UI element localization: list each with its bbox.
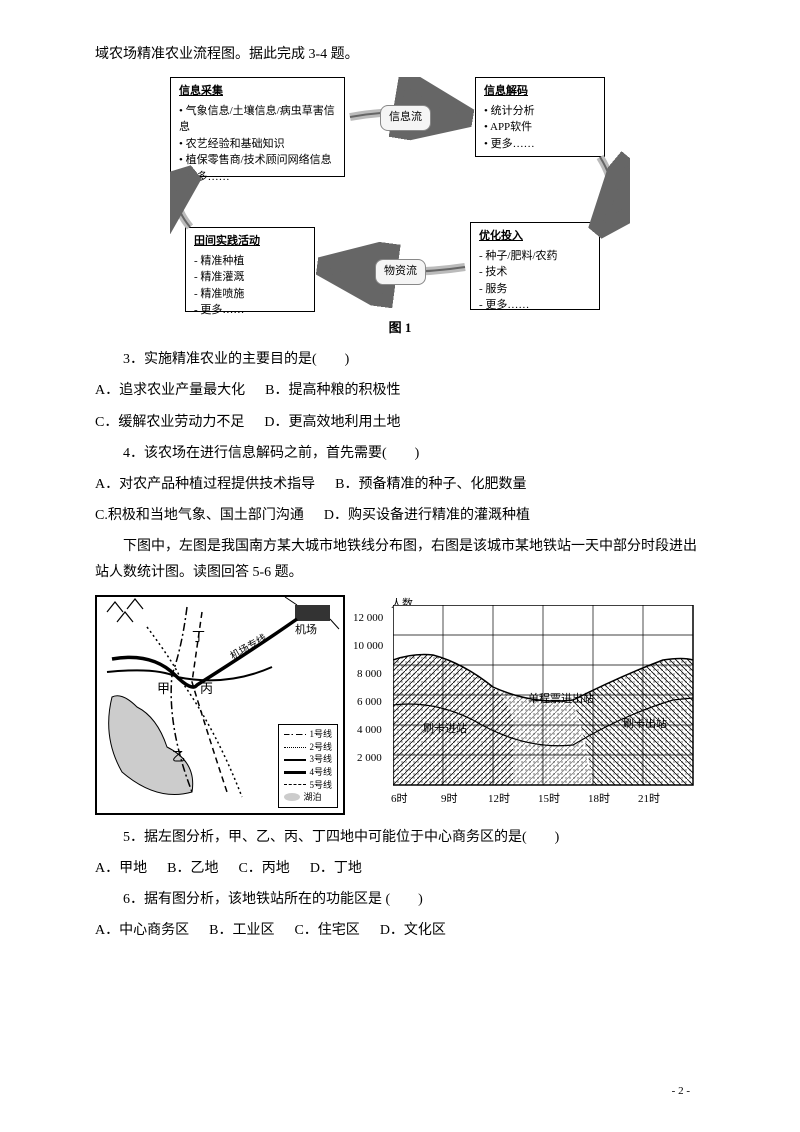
map-label-jia: 甲 bbox=[157, 677, 170, 700]
series-label: 单程票进出站 bbox=[528, 690, 594, 710]
chart-figure: 人数 12 000 10 000 8 000 6 000 4 000 2 000 bbox=[353, 595, 703, 815]
series-label: 刷卡进站 bbox=[423, 720, 467, 740]
q3-opts-1: A．追求农业产量最大化B．提高种粮的积极性 bbox=[95, 378, 705, 403]
arrow-label-material: 物资流 bbox=[375, 259, 426, 285]
map-label-ding: 丁 bbox=[192, 625, 205, 648]
q3-opts-2: C．缓解农业劳动力不足D．更高效地利用土地 bbox=[95, 410, 705, 435]
q4-opts-2: C.积极和当地气象、国土部门沟通D．购买设备进行精准的灌溉种植 bbox=[95, 503, 705, 528]
intro2-text: 下图中，左图是我国南方某大城市地铁线分布图，右图是该城市某地铁站一天中部分时段进… bbox=[95, 534, 705, 584]
ytick: 2 000 bbox=[357, 749, 382, 769]
ytick: 6 000 bbox=[357, 693, 382, 713]
ytick: 10 000 bbox=[353, 637, 383, 657]
xtick: 9时 bbox=[441, 790, 458, 810]
figure1-caption: 图 1 bbox=[389, 316, 412, 339]
map-label-airport: 机场 bbox=[295, 621, 317, 641]
map-figure: 甲 乙 丙 丁 机场 机场专线 1号线 2号线 3号线 4号线 5号线 湖泊 bbox=[95, 595, 345, 815]
arrow-label-info: 信息流 bbox=[380, 105, 431, 131]
q3-stem: 3．实施精准农业的主要目的是( ) bbox=[95, 347, 705, 372]
map-legend: 1号线 2号线 3号线 4号线 5号线 湖泊 bbox=[278, 724, 338, 808]
intro-text: 域农场精准农业流程图。据此完成 3-4 题。 bbox=[95, 42, 705, 67]
figure-row: 甲 乙 丙 丁 机场 机场专线 1号线 2号线 3号线 4号线 5号线 湖泊 人… bbox=[95, 595, 705, 815]
q6-stem: 6．据有图分析，该地铁站所在的功能区是 ( ) bbox=[95, 887, 705, 912]
ytick: 4 000 bbox=[357, 721, 382, 741]
ytick: 12 000 bbox=[353, 609, 383, 629]
q4-stem: 4．该农场在进行信息解码之前，首先需要( ) bbox=[95, 441, 705, 466]
xtick: 15时 bbox=[538, 790, 560, 810]
xtick: 21时 bbox=[638, 790, 660, 810]
xtick: 6时 bbox=[391, 790, 408, 810]
map-label-yi: 乙 bbox=[172, 745, 185, 768]
page-number: - 2 - bbox=[672, 1082, 690, 1102]
figure-1: 信息采集 • 气象信息/土壤信息/病虫草害信息 • 农艺经验和基础知识 • 植保… bbox=[170, 77, 630, 337]
xtick: 18时 bbox=[588, 790, 610, 810]
series-label: 刷卡出站 bbox=[623, 715, 667, 735]
q4-opts-1: A．对农产品种植过程提供技术指导B．预备精准的种子、化肥数量 bbox=[95, 472, 705, 497]
q6-opts: A．中心商务区B．工业区C．住宅区D．文化区 bbox=[95, 918, 705, 943]
ytick: 8 000 bbox=[357, 665, 382, 685]
q5-stem: 5．据左图分析，甲、乙、丙、丁四地中可能位于中心商务区的是( ) bbox=[95, 825, 705, 850]
xtick: 12时 bbox=[488, 790, 510, 810]
q5-opts: A．甲地B．乙地C．丙地D．丁地 bbox=[95, 856, 705, 881]
map-label-bing: 丙 bbox=[200, 677, 213, 700]
